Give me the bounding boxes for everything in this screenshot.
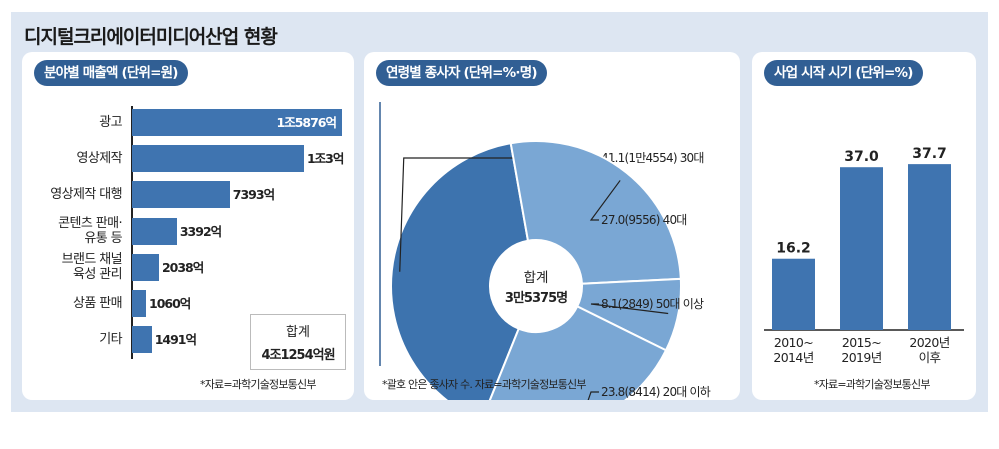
start-period-panel-heading: 사업 시작 시기 (단위=%) bbox=[764, 60, 923, 86]
revenue-value-label: 1060억 bbox=[149, 296, 191, 311]
start-period-bar bbox=[840, 167, 883, 330]
revenue-category-label: 영상제작 대행 bbox=[22, 187, 122, 202]
revenue-category-line: 광고 bbox=[99, 115, 122, 130]
revenue-bar bbox=[132, 109, 342, 136]
revenue-value-label: 7393억 bbox=[232, 187, 275, 203]
revenue-bar bbox=[132, 253, 159, 281]
revenue-bar bbox=[132, 326, 152, 354]
start-period-source-note: *자료=과학기술정보통신부 bbox=[814, 378, 930, 391]
donut-slice-label: 23.8(8414) 20대 이하 bbox=[601, 385, 711, 399]
start-period-category-label: 2015~ bbox=[842, 335, 881, 350]
revenue-total-value: 4조1254억원 bbox=[261, 348, 335, 363]
revenue-category-line: 육성 관리 bbox=[73, 267, 123, 283]
revenue-category-label: 영상제작 bbox=[22, 151, 123, 167]
revenue-value-label: 2038억 bbox=[161, 259, 204, 275]
donut-leader-line bbox=[589, 180, 621, 221]
start-period-category-label: 2019년 bbox=[841, 350, 881, 365]
revenue-source-note: *자료=과학기술정보통신부 bbox=[200, 378, 316, 391]
donut-center-label: 합계 bbox=[524, 270, 549, 286]
revenue-category-label: 상품 판매 bbox=[22, 296, 123, 311]
start-period-panel: 사업 시작 시기 (단위=%) 16.2 2010~ 2014년 37.0 2015~ 2… bbox=[752, 52, 976, 400]
revenue-value-label: 1조5876억 bbox=[276, 115, 338, 130]
revenue-bar bbox=[132, 145, 304, 173]
revenue-bar bbox=[132, 217, 177, 245]
start-period-value-label: 37.7 bbox=[912, 146, 947, 162]
donut-leader-line bbox=[590, 303, 669, 315]
donut-slice-label: 41.1(1만4554) 30대 bbox=[601, 151, 704, 165]
donut-center-value: 3만5375명 bbox=[505, 290, 567, 306]
age-panel: 연령별 종사자 (단위=%·명) 41.1(1만4554) 30대 27.0(95… bbox=[364, 52, 740, 400]
start-period-bar bbox=[772, 258, 815, 330]
revenue-category-line: 영상제작 bbox=[76, 151, 123, 167]
revenue-category-line: 영상제작 대행 bbox=[50, 187, 122, 203]
start-period-category-label: 2010~ bbox=[774, 335, 813, 350]
donut-slice bbox=[390, 142, 530, 400]
age-source-note: *괄호 안은 종사자 수. 자료=과학기술정보통신부 bbox=[382, 378, 586, 391]
revenue-value-label: 1조3억 bbox=[306, 151, 344, 167]
revenue-category-label: 콘텐츠 판매· 유통 등 bbox=[22, 216, 122, 246]
revenue-category-label: 광고 bbox=[22, 115, 122, 130]
revenue-category-line: 기타 bbox=[99, 332, 122, 348]
start-period-category-label: 이후 bbox=[919, 350, 941, 365]
revenue-bar bbox=[132, 181, 230, 209]
donut-slice bbox=[509, 140, 682, 285]
age-panel-heading: 연령별 종사자 (단위=%·명) bbox=[376, 60, 547, 86]
revenue-value-label: 3392억 bbox=[179, 223, 222, 239]
start-period-value-label: 16.2 bbox=[776, 241, 811, 257]
revenue-total-box: 합계 4조1254억원 bbox=[250, 314, 346, 370]
start-period-value-label: 37.0 bbox=[844, 149, 879, 165]
revenue-total-label: 합계 bbox=[286, 325, 310, 340]
age-donut-chart: 41.1(1만4554) 30대 27.0(9556) 40대 8.1(2849) … bbox=[379, 102, 712, 400]
revenue-category-line: 유통 등 bbox=[84, 231, 122, 247]
revenue-category-line: 브랜드 채널 bbox=[61, 252, 123, 268]
donut-leader-line bbox=[587, 391, 599, 400]
revenue-category-line: 상품 판매 bbox=[73, 296, 123, 311]
donut-hole bbox=[491, 241, 581, 331]
start-period-category-label: 2020년 bbox=[909, 335, 949, 350]
revenue-bar bbox=[132, 290, 147, 317]
donut-slice bbox=[488, 305, 668, 400]
revenue-category-label: 기타 bbox=[22, 332, 122, 347]
start-period-category-label: 2014년 bbox=[773, 350, 813, 365]
revenue-category-line: 콘텐츠 판매· bbox=[58, 216, 122, 232]
revenue-category-label: 브랜드 채널 육성 관리 bbox=[22, 252, 123, 283]
donut-slice-label: 27.0(9556) 40대 bbox=[601, 213, 687, 227]
start-period-bar bbox=[908, 164, 951, 330]
donut-slice-label: 8.1(2849) 50대 이상 bbox=[601, 297, 704, 311]
main-title: 디지털크리에이터미디어산업 현황 bbox=[24, 26, 278, 48]
revenue-panel-heading: 분야별 매출액 (단위=원) bbox=[34, 60, 188, 86]
revenue-value-label: 1491억 bbox=[154, 332, 197, 348]
